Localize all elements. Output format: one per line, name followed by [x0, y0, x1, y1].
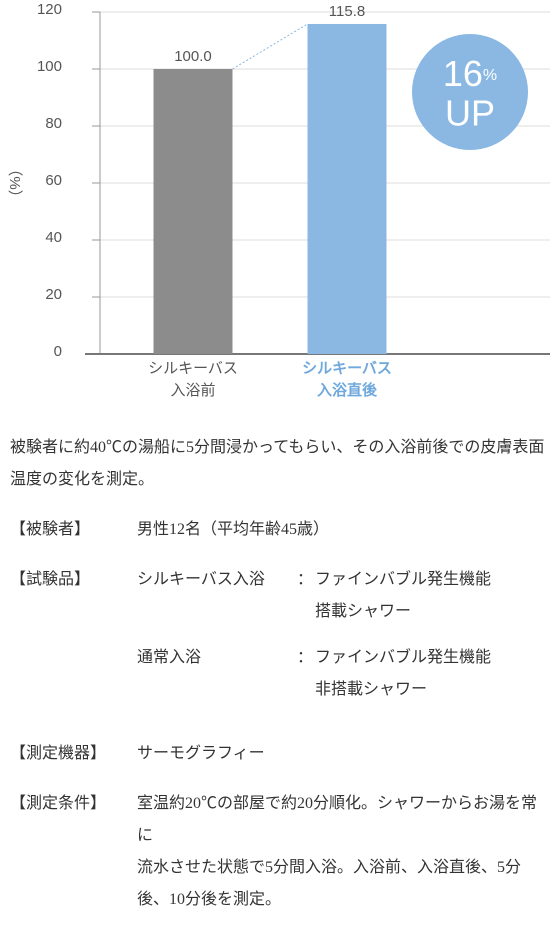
- x-tick-label: シルキーバス 入浴前: [148, 360, 238, 399]
- item-desc: ファインバブル発生機能 搭載シャワー: [315, 571, 492, 620]
- badge-text: UP: [445, 93, 495, 134]
- badge-number-line: 16%: [443, 53, 497, 94]
- detail-row: 【被験者】 男性12名（平均年齢45歳）: [10, 514, 545, 546]
- x-tick-label: シルキーバス 入浴直後: [302, 360, 392, 399]
- detail-value: サーモグラフィー: [137, 745, 265, 762]
- detail-row: 【試験品】 シルキーバス入浴：ファインバブル発生機能 搭載シャワー 通常入浴：ファイ…: [10, 564, 545, 720]
- y-axis-label: （%）: [6, 161, 23, 204]
- detail-row: 【測定機器】 サーモグラフィー: [10, 738, 545, 770]
- y-tick-label: 80: [45, 115, 62, 132]
- y-tick-label: 60: [45, 172, 62, 189]
- detail-item: 通常入浴 ：ファインバブル発生機能 非搭載シャワー: [137, 642, 545, 706]
- description: 被験者に約40℃の湯船に5分間浸かってもらい、その入浴前後での皮膚表面温度の変化…: [10, 439, 545, 488]
- badge: [412, 34, 528, 150]
- item-sep: ：: [297, 649, 314, 666]
- connector: [232, 23, 308, 70]
- y-tick-label: 20: [45, 286, 62, 303]
- detail-label: 【測定機器】: [10, 745, 107, 762]
- item-sep: ：: [297, 571, 314, 588]
- bar: [307, 23, 387, 354]
- page: （%） 0 20 40 60 80 100 120 100.0 115.8 16% UP 被験者に約…: [6, 0, 550, 908]
- item-name: 通常入浴: [137, 649, 202, 666]
- detail-item: シルキーバス入浴 ：ファインバブル発生機能 搭載シャワー: [137, 564, 545, 628]
- detail-label: 【被験者】: [10, 521, 91, 538]
- detail-row: 【測定条件】 室温約20℃の部屋で約20分順化。シャワーからお湯を常に 流水させた…: [10, 788, 545, 916]
- y-tick-label: 40: [45, 229, 62, 246]
- bar: [153, 69, 233, 354]
- details: 【被験者】 男性12名（平均年齢45歳） 【試験品】 シルキーバス入浴：ファインバブル…: [10, 514, 545, 916]
- detail-label: 【測定条件】: [10, 795, 107, 812]
- value-label: 115.8: [329, 3, 365, 20]
- detail-value: 男性12名（平均年齢45歳）: [137, 521, 330, 538]
- detail-value: 室温約20℃の部屋で約20分順化。シャワーからお湯を常に 流水させた状態で5分間…: [137, 795, 538, 908]
- badge-unit: %: [483, 67, 497, 84]
- document: 被験者に約40℃の湯船に5分間浸かってもらい、その入浴前後での皮膚表面温度の変化…: [10, 432, 545, 934]
- item-desc: ファインバブル発生機能 非搭載シャワー: [315, 649, 492, 698]
- item-name: シルキーバス入浴: [137, 571, 265, 588]
- y-tick-label: 0: [54, 343, 62, 360]
- detail-items: シルキーバス入浴：ファインバブル発生機能 搭載シャワー 通常入浴：ファインバブル発…: [137, 564, 545, 720]
- y-tick-label: 100: [37, 58, 62, 75]
- detail-label: 【試験品】: [10, 571, 91, 588]
- badge-number: 16: [443, 53, 483, 94]
- value-label: 100.0: [174, 48, 212, 65]
- y-tick-label: 120: [37, 1, 62, 18]
